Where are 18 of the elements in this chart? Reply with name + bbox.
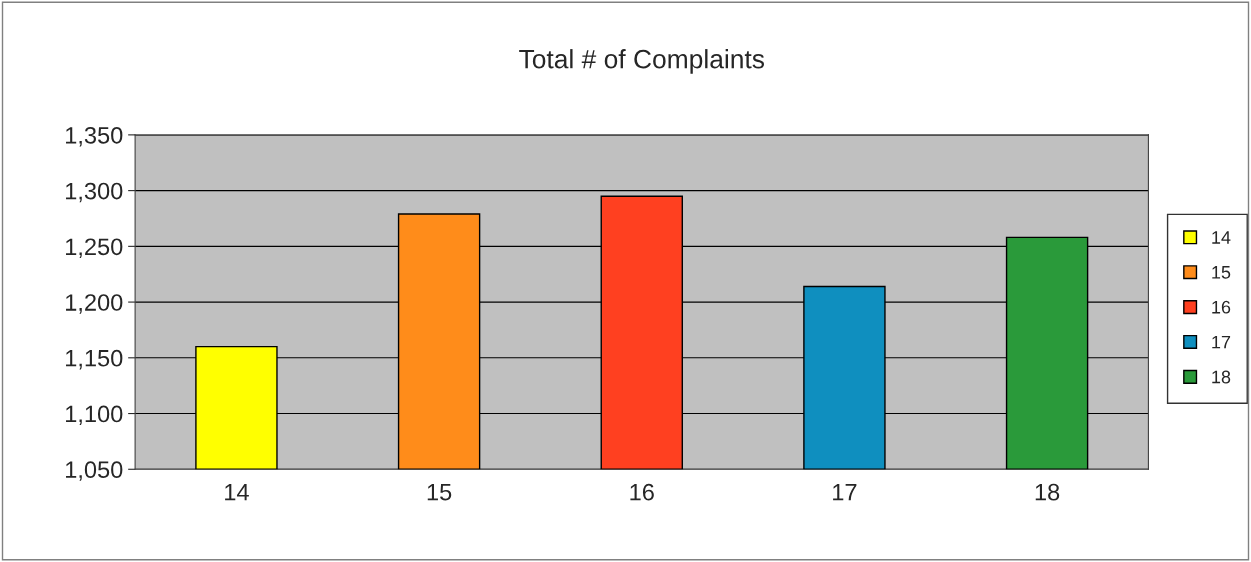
legend-label: 16: [1212, 300, 1231, 314]
y-tick-label: 1,150: [66, 349, 123, 370]
legend-label: 17: [1212, 335, 1231, 349]
y-tick-label: 1,100: [66, 405, 123, 426]
x-tick-label: 18: [1035, 483, 1060, 501]
legend-label: 14: [1212, 231, 1231, 244]
legend-label: 18: [1212, 370, 1231, 384]
x-tick-label: 17: [833, 484, 857, 501]
legend-label: 15: [1212, 266, 1231, 279]
x-tick-label: 16: [630, 483, 654, 501]
x-tick-label: 15: [427, 484, 452, 501]
y-tick-label: 1,350: [66, 126, 123, 147]
y-tick-label: 1,050: [66, 461, 123, 481]
y-tick-label: 1,250: [66, 238, 123, 258]
y-tick-label: 1,200: [66, 294, 123, 314]
chart-title: Total # of Complaints: [519, 49, 765, 74]
y-tick-label: 1,300: [66, 182, 123, 203]
x-tick-label: 14: [225, 484, 249, 501]
